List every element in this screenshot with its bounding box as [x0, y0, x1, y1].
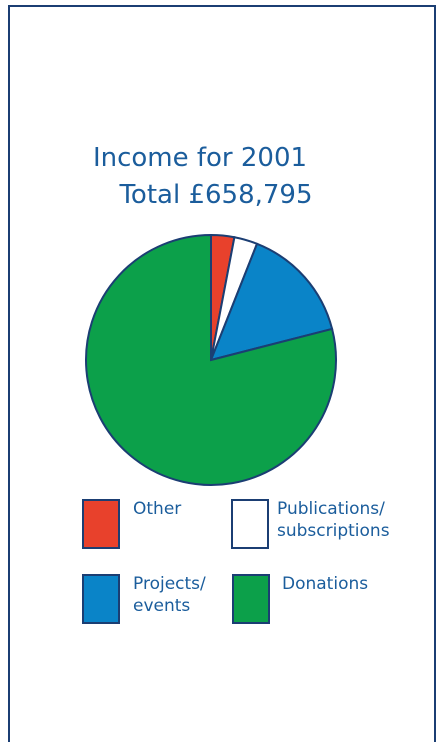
legend-swatch — [82, 574, 120, 624]
pie-slice — [209, 242, 334, 362]
legend-label: Other — [133, 499, 182, 519]
pie-slice — [85, 233, 337, 486]
legend-label: Projects/ events — [133, 574, 206, 616]
legend-label: Publications/ subscriptions — [277, 499, 390, 541]
legend-label: Donations — [282, 574, 369, 594]
frame — [8, 5, 436, 742]
legend-swatch — [231, 499, 269, 549]
legend-swatch — [82, 499, 120, 549]
chart-subtitle: Total £658,795 — [118, 180, 312, 210]
chart-title: Income for 2001 — [93, 143, 307, 173]
legend-swatch — [232, 574, 270, 624]
